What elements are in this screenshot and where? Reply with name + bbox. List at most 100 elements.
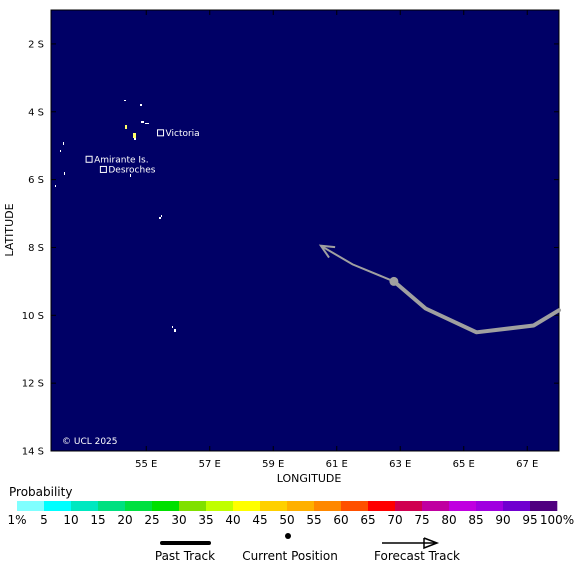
island (145, 123, 149, 124)
island (130, 174, 131, 177)
colorbar-segment (287, 501, 315, 511)
probability-label: 40 (225, 513, 240, 527)
colorbar-segment (44, 501, 72, 511)
lat-tick-label: 2 S (28, 39, 44, 50)
island (140, 104, 142, 106)
lat-tick-label: 6 S (28, 175, 44, 186)
probability-label: 5 (40, 513, 48, 527)
lon-tick-label: 59 E (262, 459, 284, 470)
probability-colorbar (17, 501, 558, 511)
colorbar-segment (422, 501, 450, 511)
probability-label: 75 (414, 513, 429, 527)
islands-layer (55, 100, 176, 332)
lon-tick-label: 67 E (516, 459, 538, 470)
current-position-legend-symbol (285, 533, 291, 539)
colorbar-segment (71, 501, 99, 511)
probability-label: 45 (252, 513, 267, 527)
island (124, 100, 126, 101)
island (133, 133, 136, 138)
x-axis-title: LONGITUDE (277, 472, 342, 485)
storm-tracks (318, 244, 561, 335)
island (134, 138, 136, 140)
past-track-legend-label: Past Track (155, 549, 215, 563)
probability-label: 20 (117, 513, 132, 527)
lat-tick-label: 14 S (22, 447, 44, 458)
forecast-track-line (320, 244, 395, 283)
colorbar-segment (476, 501, 504, 511)
place-marker (85, 155, 93, 163)
map-ocean (51, 10, 559, 451)
island (174, 329, 176, 332)
probability-label: 90 (495, 513, 510, 527)
probability-label: 100% (540, 513, 574, 527)
forecast-arrowhead (318, 244, 336, 259)
legend-title: Probability (9, 485, 72, 499)
current-position-marker (389, 276, 399, 286)
probability-label: 10 (63, 513, 78, 527)
lon-tick-label: 65 E (453, 459, 475, 470)
colorbar-segment (125, 501, 153, 511)
probability-label: 65 (360, 513, 375, 527)
probability-label: 15 (90, 513, 105, 527)
colorbar-segment (233, 501, 261, 511)
place-labels: Victoria Amirante Is.Desroches (85, 129, 200, 175)
lat-tick-label: 12 S (22, 379, 44, 390)
colorbar-segment (503, 501, 531, 511)
colorbar-segment (530, 501, 558, 511)
forecast-track-legend-label: Forecast Track (374, 549, 460, 563)
lon-tick-label: 61 E (326, 459, 348, 470)
colorbar-segment (395, 501, 423, 511)
current-position-legend-label: Current Position (242, 549, 338, 563)
island (159, 217, 161, 219)
island (63, 142, 64, 145)
probability-label: 50 (279, 513, 294, 527)
probability-label: 95 (522, 513, 537, 527)
colorbar-segment (449, 501, 477, 511)
probability-label: 60 (333, 513, 348, 527)
probability-label: 85 (468, 513, 483, 527)
colorbar-segment (368, 501, 396, 511)
colorbar-segment (260, 501, 288, 511)
colorbar-segment (179, 501, 207, 511)
island (125, 125, 127, 129)
lon-tick-label: 57 E (199, 459, 221, 470)
past-track-line (391, 279, 561, 335)
map-frame (50, 9, 560, 452)
island (172, 326, 173, 328)
forecast-track-legend-arrowhead (423, 537, 440, 550)
island (55, 185, 56, 187)
copyright-text: © UCL 2025 (62, 437, 118, 447)
colorbar-segment (17, 501, 45, 511)
colorbar-segment (98, 501, 126, 511)
probability-label: 35 (198, 513, 213, 527)
place-label: Desroches (108, 165, 155, 175)
probability-label: 80 (441, 513, 456, 527)
probability-label: 70 (387, 513, 402, 527)
probability-label: 55 (306, 513, 321, 527)
latitude-axis: 2 S 4 S 6 S 8 S 10 S 12 S 14 S (22, 39, 559, 458)
island (161, 215, 162, 217)
colorbar-segment (314, 501, 342, 511)
colorbar-segment (341, 501, 369, 511)
island (60, 150, 61, 152)
probability-label: 30 (171, 513, 186, 527)
lat-tick-label: 10 S (22, 311, 44, 322)
probability-labels: 1% 5 10 15 20 25 30 35 40 45 50 55 60 65 70 75 80 85 90 95 1… (7, 513, 574, 527)
colorbar-segment (152, 501, 180, 511)
lat-tick-label: 4 S (28, 107, 44, 118)
y-axis-title: LATITUDE (3, 203, 16, 256)
island (141, 121, 144, 123)
lon-tick-label: 55 E (135, 459, 157, 470)
place-marker (157, 129, 165, 137)
island (64, 172, 65, 175)
place-marker (99, 165, 107, 173)
probability-label: 1% (7, 513, 26, 527)
place-label: Amirante Is. (94, 155, 148, 165)
colorbar-segment (206, 501, 234, 511)
probability-label: 25 (144, 513, 159, 527)
longitude-axis: 55 E 57 E 59 E 61 E 63 E 65 E 67 E (135, 10, 538, 470)
lat-tick-label: 8 S (28, 243, 44, 254)
place-label: Victoria (166, 129, 200, 139)
lon-tick-label: 63 E (389, 459, 411, 470)
